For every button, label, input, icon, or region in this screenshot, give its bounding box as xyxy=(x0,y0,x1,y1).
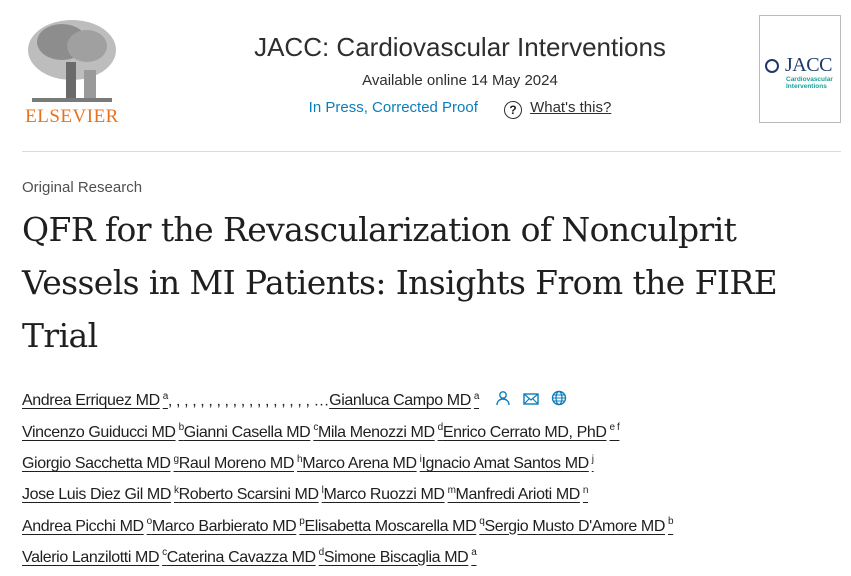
author-link[interactable]: Ignacio Amat Santos MD j xyxy=(421,453,594,472)
author-name: Raul Moreno MD xyxy=(178,454,295,472)
author-link[interactable]: Enrico Cerrato MD, PhD e f xyxy=(442,422,620,441)
whats-this-link[interactable]: What's this? xyxy=(530,99,612,116)
affiliation-marker: j xyxy=(591,453,594,465)
affiliation-marker: i xyxy=(419,453,422,465)
author-link[interactable]: Manfredi Arioti MD n xyxy=(455,484,589,504)
author-row: Valerio Lanzilotti MD cCaterina Cavazza M… xyxy=(22,541,851,572)
author-name: Ignacio Amat Santos MD xyxy=(421,454,589,472)
author-name: Marco Arena MD xyxy=(302,454,417,472)
affiliation-marker: h xyxy=(297,453,303,465)
author-link[interactable]: Marco Barbierato MD p xyxy=(151,516,305,535)
cover-subtitle-line1: Cardiovascular xyxy=(786,76,833,83)
article-type: Original Research xyxy=(22,179,143,196)
affiliation-marker: g xyxy=(173,453,180,465)
article-title: QFR for the Revascularization of Nonculp… xyxy=(22,210,778,355)
help-icon[interactable]: ? xyxy=(504,101,523,119)
author-row: Giorgio Sacchetta MD gRaul Moreno MD hMarc… xyxy=(22,448,851,479)
author-name: Gianni Casella MD xyxy=(183,423,311,441)
author-link[interactable]: Gianni Casella MD c xyxy=(183,422,319,441)
affiliation-marker: o xyxy=(146,516,153,528)
affiliation-marker: d xyxy=(437,422,444,434)
cover-title: JACC xyxy=(785,54,832,76)
affiliation-marker: n xyxy=(582,484,589,496)
author-name: Andrea Picchi MD xyxy=(22,517,144,535)
available-online-date: Available online 14 May 2024 xyxy=(362,72,558,89)
author-row: Vincenzo Guiducci MD bGianni Casella MD cM… xyxy=(22,416,851,447)
author-name: Vincenzo Guiducci MD xyxy=(22,423,176,441)
header-divider xyxy=(22,151,841,152)
affiliation-marker: m xyxy=(447,484,456,496)
author-name: Simone Biscaglia MD xyxy=(323,548,469,566)
author-link[interactable]: Sergio Musto D'Amore MD b xyxy=(484,516,674,535)
author-row: Andrea Picchi MD oMarco Barbierato MD pEli… xyxy=(22,510,851,541)
author-link[interactable]: Gianluca Campo MD a xyxy=(329,391,480,410)
author-name: Valerio Lanzilotti MD xyxy=(22,548,160,566)
author-name: Elisabetta Moscarella MD xyxy=(304,517,477,535)
journal-title[interactable]: JACC: Cardiovascular Interventions xyxy=(254,32,666,62)
affiliation-marker: e f xyxy=(609,422,620,434)
author-link[interactable]: Vincenzo Guiducci MD b xyxy=(22,422,185,441)
affiliation-marker: b xyxy=(668,516,674,528)
author-link[interactable]: Marco Arena MD i xyxy=(302,453,422,472)
author-list: Andrea Erriquez MD a, , , , , , , , , , ,… xyxy=(22,385,851,573)
author-link[interactable]: Valerio Lanzilotti MD c xyxy=(22,547,167,566)
author-name: Sergio Musto D'Amore MD xyxy=(484,517,666,535)
author-link[interactable]: Giorgio Sacchetta MD g xyxy=(22,453,180,472)
author-link[interactable]: Andrea Picchi MD o xyxy=(22,516,153,535)
author-name: Marco Ruozzi MD xyxy=(323,486,445,504)
article-status-row: In Press, Corrected Proof ? What's this? xyxy=(160,99,760,119)
affiliation-marker: a xyxy=(471,547,477,559)
cover-subtitle: Cardiovascular Interventions xyxy=(786,76,833,90)
author-name: Marco Barbierato MD xyxy=(151,517,297,535)
author-link[interactable]: Jose Luis Diez Gil MD k xyxy=(22,484,179,504)
jacc-seal-icon xyxy=(765,59,779,73)
author-name: Jose Luis Diez Gil MD xyxy=(22,486,171,504)
author-link[interactable]: Caterina Cavazza MD d xyxy=(166,547,325,566)
affiliation-marker: p xyxy=(299,516,305,528)
author-link[interactable]: Andrea Erriquez MD a xyxy=(22,391,168,410)
affiliation-marker: b xyxy=(178,422,185,434)
affiliation-marker: c xyxy=(313,422,318,434)
affiliation-marker: c xyxy=(162,547,167,559)
author-link[interactable]: Raul Moreno MD h xyxy=(178,453,303,472)
author-name: Giorgio Sacchetta MD xyxy=(22,454,171,472)
globe-icon[interactable] xyxy=(551,390,567,414)
author-name: Enrico Cerrato MD, PhD xyxy=(442,423,607,441)
author-row: Jose Luis Diez Gil MD kRoberto Scarsini M… xyxy=(22,479,851,510)
elsevier-wordmark: ELSEVIER xyxy=(25,106,119,127)
email-icon[interactable] xyxy=(523,390,539,414)
journal-cover-thumbnail[interactable]: JACC Cardiovascular Interventions xyxy=(759,15,841,123)
author-link[interactable]: Elisabetta Moscarella MD q xyxy=(304,516,485,535)
person-icon[interactable] xyxy=(495,390,511,414)
author-name: Roberto Scarsini MD xyxy=(178,486,319,504)
affiliation-marker: d xyxy=(318,547,325,559)
author-name: Caterina Cavazza MD xyxy=(166,548,316,566)
author-row: Andrea Erriquez MD a, , , , , , , , , , ,… xyxy=(22,385,851,416)
author-name: Manfredi Arioti MD xyxy=(455,486,581,504)
author-link[interactable]: Simone Biscaglia MD a xyxy=(323,547,477,566)
cover-subtitle-line2: Interventions xyxy=(786,83,827,90)
collapsed-authors[interactable]: , , , , , , , , , , , , , , , , , , … xyxy=(167,392,330,410)
author-link[interactable]: Mila Menozzi MD d xyxy=(317,422,444,441)
in-press-link[interactable]: In Press, Corrected Proof xyxy=(308,99,478,116)
author-name: Mila Menozzi MD xyxy=(317,423,435,441)
author-link[interactable]: Marco Ruozzi MD m xyxy=(323,484,456,504)
affiliation-marker: l xyxy=(321,484,324,496)
affiliation-marker: q xyxy=(479,516,485,528)
affiliation-marker: k xyxy=(173,484,179,496)
author-link[interactable]: Roberto Scarsini MD l xyxy=(178,484,324,504)
elsevier-tree-logo[interactable] xyxy=(22,12,122,127)
